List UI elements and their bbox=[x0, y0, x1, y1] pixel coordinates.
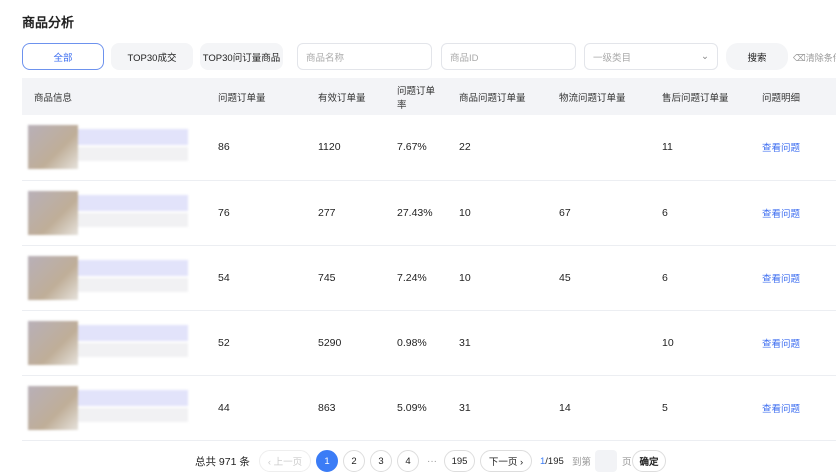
view-issue-link[interactable]: 查看问题 bbox=[762, 338, 801, 350]
cell-after: 10 bbox=[662, 310, 762, 376]
cell-logistics: 67 bbox=[559, 180, 662, 246]
goto-page-input[interactable] bbox=[595, 450, 617, 472]
page-unit-label: 页 bbox=[622, 457, 632, 468]
product-thumbnail[interactable] bbox=[28, 385, 188, 430]
cell-rate: 0.98% bbox=[397, 310, 459, 376]
cell-rate: 27.43% bbox=[397, 180, 459, 246]
cell-after: 11 bbox=[662, 115, 762, 181]
page-3[interactable]: 3 bbox=[370, 450, 392, 472]
table-row: 54 745 7.24% 10 45 6 查看问题 bbox=[22, 245, 836, 311]
cell-logistics: 14 bbox=[559, 375, 662, 441]
header-logistics-issues: 物流问题订单量 bbox=[559, 78, 662, 115]
page-indicator: 1/195 bbox=[540, 450, 564, 472]
next-page-button[interactable]: 下一页 › bbox=[480, 450, 532, 472]
table-row: 52 5290 0.98% 31 10 查看问题 bbox=[22, 310, 836, 376]
current-page: 1 bbox=[540, 455, 546, 467]
pagination-ellipsis: ··· bbox=[427, 455, 437, 467]
product-table: 商品信息 问题订单量 有效订单量 问题订单率 商品问题订单量 物流问题订单量 售… bbox=[22, 78, 836, 441]
cell-product: 10 bbox=[459, 180, 559, 246]
cell-logistics: 45 bbox=[559, 245, 662, 311]
category-select[interactable]: 一级类目 ⌄ bbox=[584, 43, 718, 70]
cell-issue: 54 bbox=[218, 245, 318, 311]
page-4[interactable]: 4 bbox=[397, 450, 419, 472]
view-issue-link[interactable]: 查看问题 bbox=[762, 208, 801, 220]
product-info-cell bbox=[22, 180, 218, 246]
cell-product: 22 bbox=[459, 115, 559, 181]
header-product-issues: 商品问题订单量 bbox=[459, 78, 559, 115]
product-thumbnail[interactable] bbox=[28, 190, 188, 235]
view-issue-link[interactable]: 查看问题 bbox=[762, 403, 801, 415]
table-row: 76 277 27.43% 10 67 6 查看问题 bbox=[22, 180, 836, 246]
cell-product: 31 bbox=[459, 375, 559, 441]
page-2[interactable]: 2 bbox=[343, 450, 365, 472]
cell-logistics bbox=[559, 310, 662, 376]
cell-product: 10 bbox=[459, 245, 559, 311]
header-valid-orders: 有效订单量 bbox=[318, 78, 397, 115]
prev-page-button[interactable]: ‹ 上一页 bbox=[259, 450, 311, 472]
page-1[interactable]: 1 bbox=[316, 450, 338, 472]
table-row: 44 863 5.09% 31 14 5 查看问题 bbox=[22, 375, 836, 441]
product-id-input[interactable]: 商品ID bbox=[441, 43, 576, 70]
clear-filters-link[interactable]: ⌫清除条件 bbox=[793, 53, 836, 63]
cell-rate: 5.09% bbox=[397, 375, 459, 441]
view-issue-link[interactable]: 查看问题 bbox=[762, 273, 801, 285]
product-thumbnail[interactable] bbox=[28, 255, 188, 300]
cell-valid: 1120 bbox=[318, 115, 397, 181]
header-product-info: 商品信息 bbox=[22, 78, 218, 115]
chevron-down-icon: ⌄ bbox=[701, 51, 709, 62]
product-info-cell bbox=[22, 245, 218, 311]
header-issue-rate: 问题订单率 bbox=[397, 78, 459, 115]
tab-top30-issues[interactable]: TOP30问订量商品 bbox=[200, 43, 283, 70]
total-count: 总共 971 条 bbox=[195, 455, 250, 468]
product-thumbnail[interactable] bbox=[28, 125, 188, 170]
cell-after: 6 bbox=[662, 180, 762, 246]
search-button[interactable]: 搜索 bbox=[726, 43, 788, 70]
header-aftersale-issues: 售后问题订单量 bbox=[662, 78, 762, 115]
cell-issue: 44 bbox=[218, 375, 318, 441]
cell-after: 5 bbox=[662, 375, 762, 441]
product-info-cell bbox=[22, 310, 218, 376]
cell-after: 6 bbox=[662, 245, 762, 311]
confirm-page-button[interactable]: 确定 bbox=[632, 450, 666, 472]
cell-product: 31 bbox=[459, 310, 559, 376]
cell-issue: 76 bbox=[218, 180, 318, 246]
product-name-input[interactable]: 商品名称 bbox=[297, 43, 432, 70]
cell-valid: 5290 bbox=[318, 310, 397, 376]
cell-valid: 863 bbox=[318, 375, 397, 441]
cell-issue: 52 bbox=[218, 310, 318, 376]
cell-issue: 86 bbox=[218, 115, 318, 181]
table-row: 86 1120 7.67% 22 11 查看问题 bbox=[22, 115, 836, 181]
cell-rate: 7.67% bbox=[397, 115, 459, 181]
tab-all[interactable]: 全部 bbox=[22, 43, 104, 70]
page-total: /195 bbox=[545, 455, 564, 467]
header-issue-detail: 问题明细 bbox=[762, 78, 836, 115]
cell-logistics bbox=[559, 115, 662, 181]
product-info-cell bbox=[22, 375, 218, 441]
goto-label: 到第 bbox=[572, 457, 592, 468]
cell-valid: 277 bbox=[318, 180, 397, 246]
product-info-cell bbox=[22, 115, 218, 181]
page-195[interactable]: 195 bbox=[444, 450, 475, 472]
category-select-value: 一级类目 bbox=[593, 52, 632, 64]
page-title: 商品分析 bbox=[22, 15, 75, 30]
tab-top30-sales[interactable]: TOP30成交 bbox=[111, 43, 193, 70]
cell-rate: 7.24% bbox=[397, 245, 459, 311]
cell-valid: 745 bbox=[318, 245, 397, 311]
view-issue-link[interactable]: 查看问题 bbox=[762, 143, 801, 155]
product-thumbnail[interactable] bbox=[28, 320, 188, 365]
header-issue-orders: 问题订单量 bbox=[218, 78, 318, 115]
